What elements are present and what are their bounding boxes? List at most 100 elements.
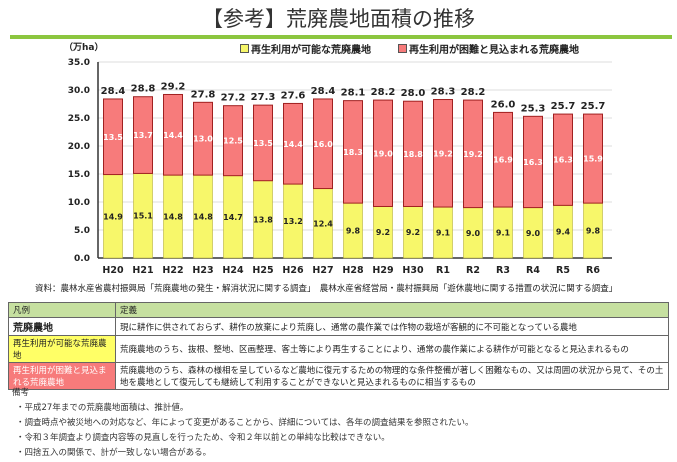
row-definition: 荒廃農地のうち、抜根、整地、区画整理、客土等により再生することにより、通常の農作… bbox=[115, 335, 669, 363]
note-item: ・調査時点や被災地への対応など、年によって変更があることから、詳細については、各… bbox=[16, 418, 474, 428]
x-tick-label: R3 bbox=[496, 265, 510, 276]
x-tick-label: H28 bbox=[342, 265, 364, 276]
legend-item-reusable: 再生利用が可能な荒廃農地 bbox=[240, 41, 371, 56]
x-tick-label: R4 bbox=[526, 265, 540, 276]
data-label-reusable: 12.4 bbox=[313, 219, 333, 228]
y-tick-label: 10.0 bbox=[68, 198, 90, 208]
y-tick-label: 15.0 bbox=[68, 170, 90, 180]
x-tick-label: H24 bbox=[222, 265, 244, 276]
bar-difficult bbox=[103, 98, 123, 176]
x-tick-label: H20 bbox=[102, 265, 124, 276]
row-label: 再生利用が可能な荒廃農地 bbox=[8, 335, 116, 363]
data-label-reusable: 9.8 bbox=[346, 227, 361, 236]
table-header: 凡例 定義 bbox=[8, 302, 669, 318]
data-label-difficult: 16.9 bbox=[493, 156, 513, 165]
data-label-reusable: 9.4 bbox=[556, 228, 571, 237]
bar-difficult bbox=[313, 98, 333, 190]
total-label: 27.2 bbox=[221, 93, 246, 104]
data-label-difficult: 13.5 bbox=[253, 139, 273, 148]
x-tick-label: R2 bbox=[466, 265, 480, 276]
data-label-reusable: 14.8 bbox=[163, 213, 183, 222]
y-tick-label: 5.0 bbox=[74, 226, 90, 236]
x-tick-label: R6 bbox=[586, 265, 600, 276]
total-label: 26.0 bbox=[491, 99, 516, 110]
data-label-difficult: 14.4 bbox=[163, 131, 183, 140]
data-label-reusable: 13.2 bbox=[283, 217, 303, 226]
data-label-reusable: 9.1 bbox=[436, 229, 451, 238]
data-label-difficult: 18.8 bbox=[403, 150, 423, 159]
total-label: 25.7 bbox=[581, 101, 606, 112]
legend-label: 再生利用が困難と見込まれる荒廃農地 bbox=[409, 45, 579, 56]
total-label: 28.1 bbox=[341, 88, 366, 99]
bar-difficult bbox=[553, 113, 573, 206]
total-label: 25.7 bbox=[551, 101, 576, 112]
x-tick-label: H21 bbox=[132, 265, 153, 276]
total-label: 25.3 bbox=[521, 103, 546, 114]
y-tick-label: 35.0 bbox=[68, 58, 90, 68]
data-label-difficult: 16.3 bbox=[553, 156, 573, 165]
x-tick-label: H25 bbox=[252, 265, 273, 276]
total-label: 28.4 bbox=[101, 86, 126, 97]
bar-difficult bbox=[373, 99, 393, 207]
x-tick-label: H26 bbox=[282, 265, 304, 276]
notes: 備考 ・平成27年までの荒廃農地面積は、推計値。 ・調査時点や被災地への対応など… bbox=[12, 386, 473, 461]
data-label-reusable: 9.8 bbox=[586, 227, 601, 236]
data-label-difficult: 13.5 bbox=[103, 133, 123, 142]
total-label: 28.8 bbox=[131, 84, 156, 95]
bar-difficult bbox=[463, 99, 483, 209]
bar-difficult bbox=[283, 102, 303, 185]
note-item: ・四捨五入の関係で、計が一致しない場合がある。 bbox=[16, 448, 212, 458]
y-tick-label: 25.0 bbox=[68, 114, 90, 124]
bar-difficult bbox=[223, 105, 243, 177]
bar-difficult bbox=[193, 101, 213, 176]
y-axis-unit: （万ha） bbox=[64, 42, 103, 53]
page-title: 【参考】荒廃農地面積の推移 bbox=[202, 7, 475, 31]
total-label: 28.0 bbox=[401, 88, 426, 99]
x-tick-label: H27 bbox=[312, 265, 333, 276]
row-definition: 現に耕作に供されておらず、耕作の放棄により荒廃し、通常の農作業では作物の栽培が客… bbox=[115, 317, 669, 336]
data-label-reusable: 9.1 bbox=[496, 229, 511, 238]
total-label: 27.6 bbox=[281, 90, 306, 101]
data-label-reusable: 9.0 bbox=[526, 229, 541, 238]
data-label-difficult: 16.3 bbox=[523, 158, 543, 167]
bar-difficult bbox=[253, 104, 273, 182]
definition-table: 凡例 定義 荒廃農地 現に耕作に供されておらず、耕作の放棄により荒廃し、通常の農作業… bbox=[8, 302, 669, 390]
row-label: 荒廃農地 bbox=[8, 317, 116, 336]
data-label-reusable: 15.1 bbox=[133, 212, 153, 221]
data-label-difficult: 19.0 bbox=[373, 149, 393, 158]
bar-difficult bbox=[493, 111, 513, 208]
notes-heading: 備考 bbox=[12, 388, 30, 398]
data-label-difficult: 13.7 bbox=[133, 131, 153, 140]
legend-swatch-yellow bbox=[240, 44, 249, 53]
total-label: 27.3 bbox=[251, 92, 276, 103]
total-label: 28.2 bbox=[461, 87, 486, 98]
y-tick-label: 0.0 bbox=[74, 254, 90, 264]
data-label-difficult: 13.0 bbox=[193, 135, 213, 144]
note-item: ・令和３年調査より調査内容等の見直しを行ったため、令和２年以前との単純な比較はで… bbox=[16, 433, 390, 443]
data-label-reusable: 13.8 bbox=[253, 215, 273, 224]
table-row: 再生利用が可能な荒廃農地 荒廃農地のうち、抜根、整地、区画整理、客土等により再生す… bbox=[8, 335, 669, 363]
source-note: 資料：農林水産省農村振興局「荒廃農地の発生・解消状況に関する調査」 農林水産省経… bbox=[35, 284, 618, 294]
row-definition: 荒廃農地のうち、森林の様相を呈しているなど農地に復元するための物理的な条件整備が… bbox=[115, 362, 669, 390]
x-tick-label: R1 bbox=[436, 265, 450, 276]
x-tick-label: H22 bbox=[162, 265, 183, 276]
data-label-difficult: 16.0 bbox=[313, 140, 333, 149]
x-tick-label: H30 bbox=[402, 265, 424, 276]
table-row: 再生利用が困難と見込まれる荒廃農地 荒廃農地のうち、森林の様相を呈しているなど農地… bbox=[8, 362, 669, 390]
x-tick-label: H23 bbox=[192, 265, 213, 276]
data-label-reusable: 14.9 bbox=[103, 212, 123, 221]
stacked-bar-chart: （万ha） 0.0 5.0 10.0 15.0 20.0 25.0 30.0 35.0 14.9 1… bbox=[64, 42, 612, 276]
bar-difficult bbox=[523, 115, 543, 209]
data-label-difficult: 12.5 bbox=[223, 137, 243, 146]
bar-difficult bbox=[163, 93, 183, 176]
total-label: 28.2 bbox=[371, 87, 396, 98]
y-tick-label: 20.0 bbox=[68, 142, 90, 152]
total-label: 28.4 bbox=[311, 86, 336, 97]
title-divider bbox=[10, 35, 672, 39]
total-label: 29.2 bbox=[161, 81, 186, 92]
total-label: 27.8 bbox=[191, 89, 216, 100]
x-tick-label: H29 bbox=[372, 265, 393, 276]
data-label-reusable: 9.0 bbox=[466, 229, 481, 238]
data-label-difficult: 14.4 bbox=[283, 140, 303, 149]
